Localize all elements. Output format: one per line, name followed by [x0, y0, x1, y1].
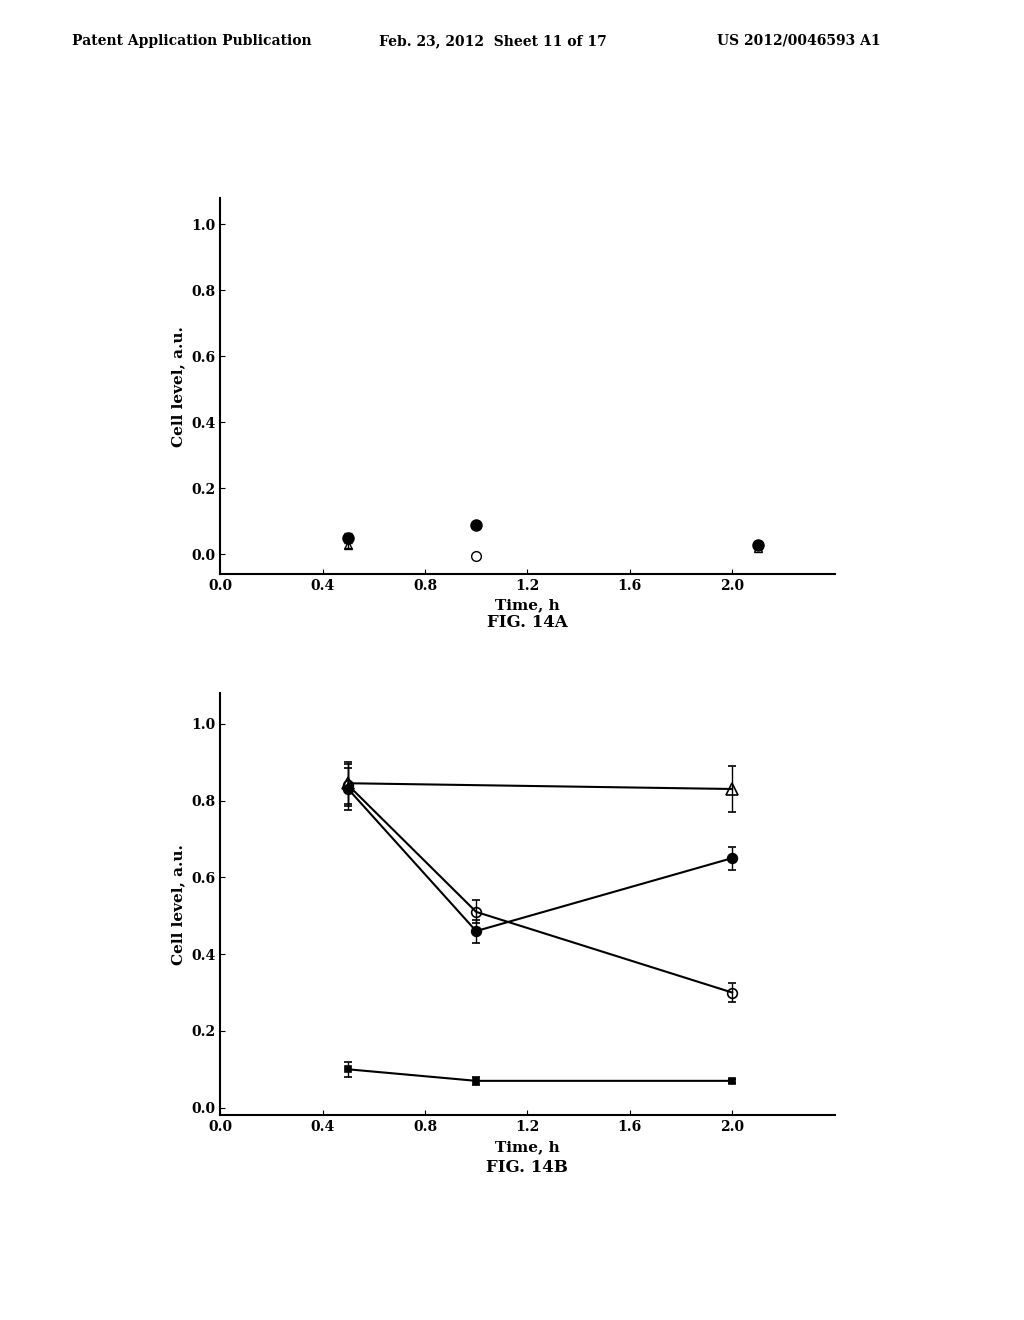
X-axis label: Time, h: Time, h	[495, 598, 560, 612]
Text: US 2012/0046593 A1: US 2012/0046593 A1	[717, 34, 881, 48]
Text: FIG. 14A: FIG. 14A	[487, 614, 567, 631]
Y-axis label: Cell level, a.u.: Cell level, a.u.	[171, 326, 185, 446]
Text: Patent Application Publication: Patent Application Publication	[72, 34, 311, 48]
X-axis label: Time, h: Time, h	[495, 1139, 560, 1154]
Text: FIG. 14B: FIG. 14B	[486, 1159, 568, 1176]
Text: Feb. 23, 2012  Sheet 11 of 17: Feb. 23, 2012 Sheet 11 of 17	[379, 34, 606, 48]
Y-axis label: Cell level, a.u.: Cell level, a.u.	[171, 843, 185, 965]
